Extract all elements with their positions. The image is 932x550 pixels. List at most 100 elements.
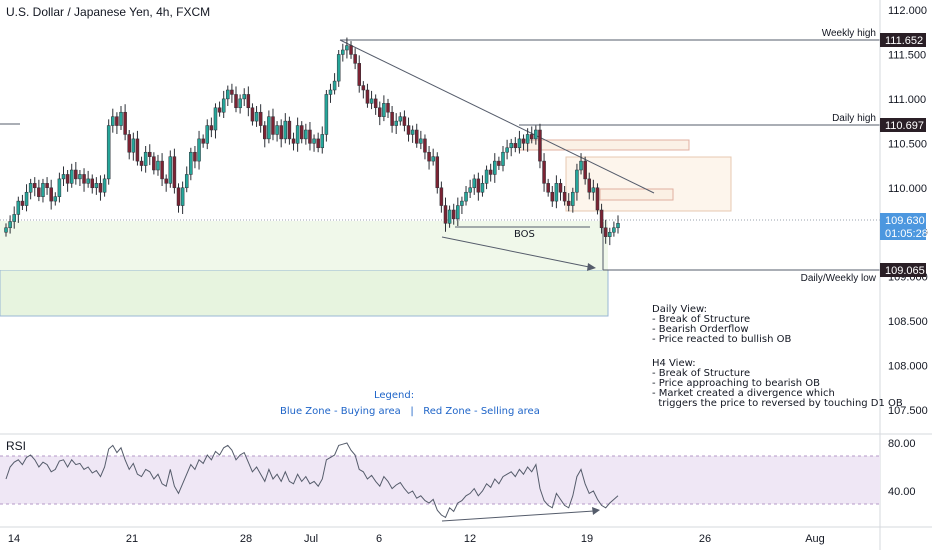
candle xyxy=(525,128,530,152)
svg-text:110.697: 110.697 xyxy=(885,120,924,132)
candle xyxy=(476,172,481,201)
h4-view-line-4: triggers the price to reversed by touchi… xyxy=(652,398,903,409)
candle xyxy=(521,134,526,151)
candle xyxy=(4,223,8,237)
svg-text:109.065: 109.065 xyxy=(885,265,925,277)
candle xyxy=(226,85,230,106)
candle xyxy=(312,134,316,152)
candle xyxy=(488,163,493,182)
candle xyxy=(460,196,464,214)
candle xyxy=(435,152,440,194)
candle xyxy=(152,152,156,175)
candle xyxy=(287,116,292,145)
candle xyxy=(246,86,251,117)
candle xyxy=(37,179,41,202)
candle xyxy=(254,106,259,127)
candle xyxy=(197,130,201,170)
candle xyxy=(205,119,210,150)
candle xyxy=(402,110,407,132)
time-tick-label-4: 6 xyxy=(376,533,382,545)
divergence-line-price xyxy=(441,236,595,269)
candle xyxy=(414,123,419,148)
daily-view-line-0: Daily View: xyxy=(652,304,707,315)
candle xyxy=(328,83,333,103)
time-axis: 14 21 28 Jul 6 12 19 26 Aug xyxy=(8,533,825,545)
candle xyxy=(378,101,382,126)
blue-zone-buying-area xyxy=(0,269,609,317)
candle xyxy=(534,125,538,145)
candle xyxy=(324,90,329,142)
candle xyxy=(139,156,144,172)
rsi-band xyxy=(0,456,880,504)
trend-line-down xyxy=(339,39,655,194)
h4-view-line-2: - Price approaching to bearish OB xyxy=(652,378,820,389)
candle xyxy=(431,148,435,166)
candle xyxy=(258,104,263,133)
candle xyxy=(603,219,608,244)
candle xyxy=(193,146,197,169)
candle xyxy=(57,172,62,203)
candle xyxy=(115,112,119,134)
time-tick-label-7: 26 xyxy=(699,533,711,545)
red-zone-selling-area-3 xyxy=(599,188,674,201)
candle xyxy=(583,156,587,185)
candle xyxy=(529,126,534,144)
candle xyxy=(345,37,349,59)
candle xyxy=(468,179,472,198)
price-tick-label-7: 108.500 xyxy=(888,316,928,328)
daily-weekly-low-tag: 109.065 xyxy=(880,263,926,277)
candle xyxy=(419,130,423,150)
candle xyxy=(427,146,431,170)
candle xyxy=(217,101,222,117)
price-tick-label-4: 110.000 xyxy=(888,183,927,195)
divergence-line-rsi xyxy=(441,510,595,522)
candle xyxy=(143,146,148,173)
candle xyxy=(45,177,49,195)
candle xyxy=(336,50,341,87)
candle xyxy=(341,43,345,62)
candle xyxy=(33,177,37,197)
candle xyxy=(571,187,575,213)
candle xyxy=(123,104,127,141)
candle xyxy=(213,103,218,139)
candle xyxy=(242,88,246,106)
price-tick-label-9: 107.500 xyxy=(888,405,928,417)
candle xyxy=(390,106,394,133)
daily-view-line-1: - Break of Structure xyxy=(652,314,750,325)
rsi-axis: 80.00 40.00 xyxy=(888,438,916,498)
time-tick-label-6: 19 xyxy=(581,533,593,545)
candle xyxy=(304,123,308,145)
candle xyxy=(497,156,501,170)
daily-weekly-low-label: Daily/Weekly low xyxy=(801,273,877,284)
candle xyxy=(24,184,29,212)
candle xyxy=(386,98,390,118)
price-tick-label-1: 111.500 xyxy=(888,49,926,61)
h4-view-line-0: H4 View: xyxy=(652,358,696,369)
candle xyxy=(472,174,476,195)
candle xyxy=(111,108,115,133)
candle xyxy=(349,41,353,59)
candle xyxy=(591,179,596,201)
candle xyxy=(65,170,70,192)
candle xyxy=(308,122,312,151)
candle xyxy=(579,153,583,175)
candle xyxy=(562,186,567,206)
candle xyxy=(505,139,509,160)
candle xyxy=(8,215,12,234)
candle xyxy=(201,134,205,148)
candle xyxy=(180,181,185,214)
candle xyxy=(263,121,267,148)
time-tick-label-2: 28 xyxy=(240,533,252,545)
candle xyxy=(283,113,288,144)
candle xyxy=(148,144,152,166)
rsi-label: RSI xyxy=(6,439,26,453)
candle xyxy=(119,106,123,130)
divergence-arrow-head xyxy=(587,263,596,271)
time-tick-label-0: 14 xyxy=(8,533,20,545)
candle xyxy=(295,117,300,152)
rsi-arrow-head xyxy=(592,507,600,515)
candle xyxy=(447,205,452,228)
price-tick-label-2: 111.000 xyxy=(888,94,926,106)
candle xyxy=(423,134,427,160)
